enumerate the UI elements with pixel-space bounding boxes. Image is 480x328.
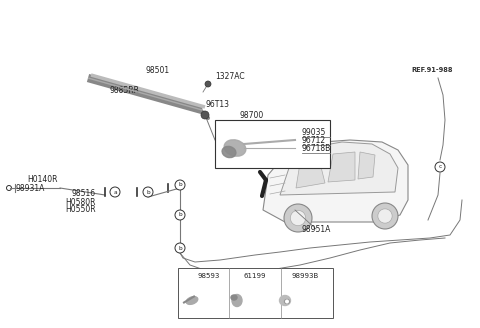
Text: 98593: 98593 xyxy=(198,273,220,279)
Text: 98516: 98516 xyxy=(72,189,96,198)
Ellipse shape xyxy=(231,295,237,300)
Circle shape xyxy=(175,210,185,220)
Circle shape xyxy=(285,299,289,303)
Text: 96T13: 96T13 xyxy=(205,100,229,109)
Circle shape xyxy=(290,210,306,226)
Text: 1327AC: 1327AC xyxy=(215,72,245,81)
Text: H0580R: H0580R xyxy=(65,198,96,207)
Text: c: c xyxy=(438,165,442,170)
Text: 98501: 98501 xyxy=(146,66,170,75)
Circle shape xyxy=(232,272,241,280)
Polygon shape xyxy=(263,140,408,222)
Circle shape xyxy=(110,187,120,197)
Text: c: c xyxy=(284,274,287,278)
Text: H0140R: H0140R xyxy=(27,175,58,184)
Ellipse shape xyxy=(232,295,242,306)
Text: b: b xyxy=(178,245,182,251)
Circle shape xyxy=(143,187,153,197)
Circle shape xyxy=(188,272,196,280)
Circle shape xyxy=(280,272,289,280)
Text: a: a xyxy=(190,274,194,278)
Ellipse shape xyxy=(285,299,289,303)
Polygon shape xyxy=(280,142,398,195)
Circle shape xyxy=(284,204,312,232)
Text: 96712: 96712 xyxy=(302,136,326,145)
FancyBboxPatch shape xyxy=(178,268,333,318)
Ellipse shape xyxy=(224,140,246,156)
Circle shape xyxy=(205,81,211,87)
Text: b: b xyxy=(178,213,182,217)
Text: 96718B: 96718B xyxy=(302,144,331,153)
Circle shape xyxy=(378,209,392,223)
Text: 99035: 99035 xyxy=(302,128,326,137)
Text: 61199: 61199 xyxy=(243,273,265,279)
Text: 98993B: 98993B xyxy=(291,273,318,279)
Polygon shape xyxy=(296,155,325,188)
Circle shape xyxy=(175,180,185,190)
Text: 98700: 98700 xyxy=(240,111,264,120)
Circle shape xyxy=(435,162,445,172)
Text: b: b xyxy=(178,182,182,188)
Ellipse shape xyxy=(222,146,236,158)
Text: REF.91-988: REF.91-988 xyxy=(411,67,453,73)
Text: 98931A: 98931A xyxy=(15,184,44,193)
FancyBboxPatch shape xyxy=(215,120,330,168)
Text: b: b xyxy=(146,190,150,195)
Circle shape xyxy=(201,111,209,119)
Text: a: a xyxy=(113,190,117,195)
Circle shape xyxy=(372,203,398,229)
Ellipse shape xyxy=(186,297,198,304)
Text: H0550R: H0550R xyxy=(65,205,96,214)
Text: b: b xyxy=(235,274,239,278)
Polygon shape xyxy=(328,152,355,182)
Text: 98951A: 98951A xyxy=(301,225,331,234)
Ellipse shape xyxy=(279,296,290,305)
Polygon shape xyxy=(358,152,375,179)
Text: 9885RR: 9885RR xyxy=(110,86,140,95)
Circle shape xyxy=(175,243,185,253)
